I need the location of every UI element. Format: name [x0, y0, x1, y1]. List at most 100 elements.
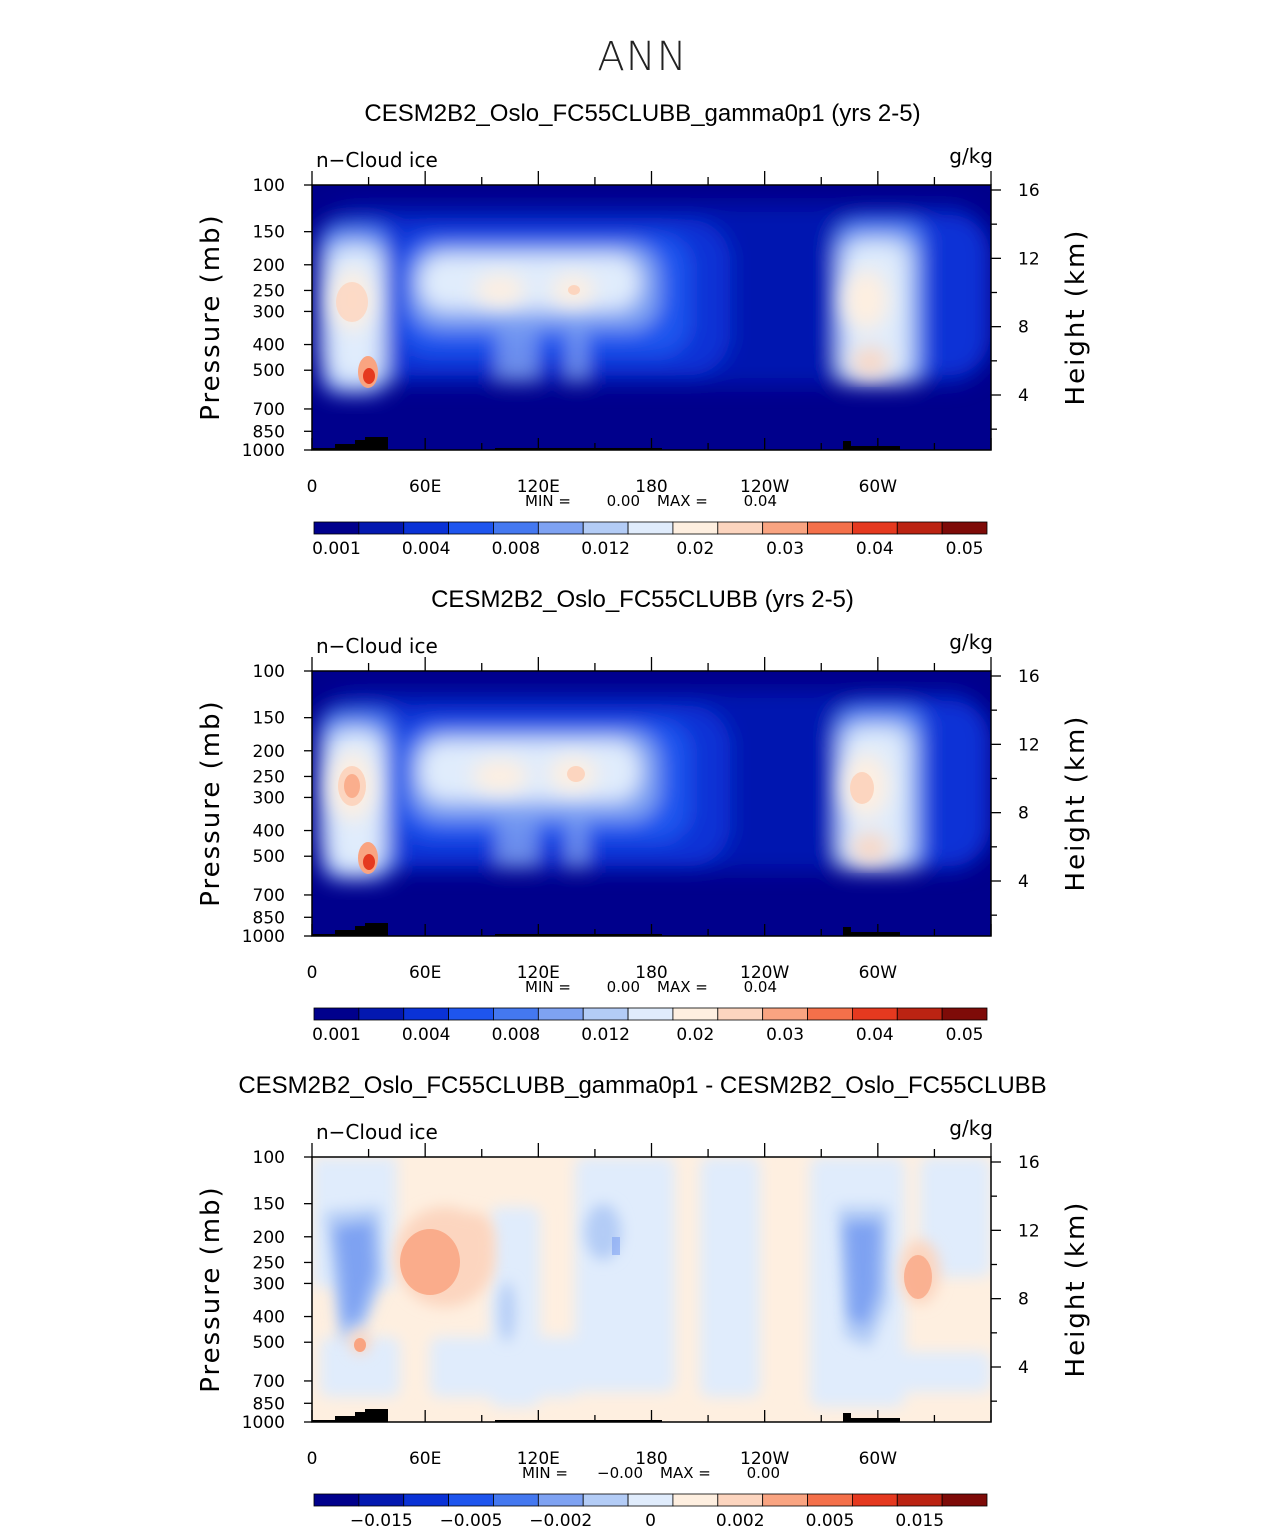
y2-axis-title: Height (km) — [1061, 229, 1091, 406]
x-tick-label: 120W — [740, 477, 789, 497]
max-label: MAX = — [657, 492, 708, 510]
colorbar-swatch — [941, 521, 988, 535]
x-tick-label: 60W — [859, 1449, 898, 1469]
colorbar-swatch — [313, 1493, 360, 1507]
colorbar-label: 0.04 — [856, 539, 894, 559]
colorbar-swatch — [672, 1493, 719, 1507]
colorbar-label: 0.002 — [716, 1511, 765, 1531]
plot-area-field — [312, 671, 991, 936]
colorbar-swatch — [896, 1493, 943, 1507]
y2-tick-label: 4 — [1018, 1358, 1029, 1378]
y-tick-label: 300 — [253, 302, 285, 322]
y-tick-label: 400 — [253, 1308, 285, 1328]
y-tick-label: 300 — [253, 788, 285, 808]
colorbar: −0.015 −0.005 −0.002 0 0.002 0.005 0.015 — [313, 1493, 988, 1531]
y-axis-height: 4 8 12 16 — [991, 667, 1040, 916]
colorbar-label: 0.008 — [492, 1025, 541, 1045]
y-axis-title: Pressure (mb) — [196, 1185, 226, 1392]
y2-tick-label: 16 — [1018, 1153, 1040, 1173]
colorbar: 0.001 0.004 0.008 0.012 0.02 0.03 0.04 0.05 — [312, 1007, 988, 1045]
y2-tick-label: 16 — [1018, 667, 1040, 687]
y-tick-label: 850 — [253, 422, 285, 442]
variable-label: n−Cloud ice — [316, 1120, 438, 1144]
variable-label: n−Cloud ice — [316, 634, 438, 658]
y-axis-height: 4 8 12 16 — [991, 1153, 1040, 1402]
colorbar-label: −0.005 — [440, 1511, 503, 1531]
colorbar-swatch — [403, 1493, 450, 1507]
y-axis-title: Pressure (mb) — [196, 213, 226, 420]
y-tick-label: 850 — [253, 1394, 285, 1414]
colorbar-swatch — [627, 1493, 674, 1507]
y-tick-label: 1000 — [242, 1413, 285, 1433]
y2-tick-label: 8 — [1018, 1290, 1029, 1310]
y-tick-label: 250 — [253, 1253, 285, 1273]
colorbar-label: 0.008 — [492, 539, 541, 559]
colorbar-swatch — [941, 1007, 988, 1021]
x-tick-label: 0 — [307, 963, 318, 983]
x-tick-label: 120W — [740, 963, 789, 983]
colorbar-label: 0.012 — [581, 539, 630, 559]
min-value: 0.00 — [607, 492, 640, 510]
x-axis: 0 60E 120E 180 120W 60W — [307, 171, 992, 497]
y-tick-label: 500 — [253, 361, 285, 381]
min-value: −0.00 — [597, 1464, 643, 1482]
panel-3-title: CESM2B2_Oslo_FC55CLUBB_gamma0p1 - CESM2B… — [238, 1072, 1047, 1099]
colorbar-label: 0.012 — [581, 1025, 630, 1045]
colorbar-swatch — [448, 1493, 494, 1507]
colorbar-swatch — [582, 1493, 629, 1507]
y-tick-label: 250 — [253, 281, 285, 301]
y-tick-label: 700 — [253, 400, 285, 420]
max-label: MAX = — [660, 1464, 711, 1482]
x-tick-label: 120E — [517, 963, 560, 983]
y-tick-label: 1000 — [242, 927, 285, 947]
y-tick-label: 500 — [253, 847, 285, 867]
x-axis: 0 60E 120E 180 120W 60W — [307, 657, 992, 983]
y-tick-label: 200 — [253, 256, 285, 276]
y2-axis-title: Height (km) — [1061, 715, 1091, 892]
y-axis-title: Pressure (mb) — [196, 699, 226, 906]
y2-tick-label: 12 — [1018, 735, 1040, 755]
min-label: MIN = — [525, 492, 571, 510]
plot-area-field — [312, 1157, 991, 1422]
colorbar-label: 0.004 — [402, 1025, 451, 1045]
y2-tick-label: 12 — [1018, 249, 1040, 269]
y-tick-label: 100 — [253, 176, 285, 196]
colorbar-swatch — [537, 1493, 584, 1507]
x-axis: 0 60E 120E 180 120W 60W — [307, 1143, 992, 1469]
y2-tick-label: 8 — [1018, 804, 1029, 824]
y-tick-label: 150 — [253, 223, 285, 243]
max-value: 0.04 — [744, 978, 777, 996]
x-tick-label: 120E — [517, 1449, 560, 1469]
plot-area-field — [312, 185, 991, 450]
y-axis-height: 4 8 12 16 — [991, 181, 1040, 430]
y-tick-label: 150 — [253, 709, 285, 729]
y-tick-label: 700 — [253, 1372, 285, 1392]
colorbar-label: −0.002 — [529, 1511, 592, 1531]
colorbar-swatch — [717, 1493, 764, 1507]
units-label: g/kg — [949, 630, 993, 654]
y-tick-label: 850 — [253, 908, 285, 928]
y2-axis-title: Height (km) — [1061, 1201, 1091, 1378]
colorbar-label: 0 — [645, 1511, 656, 1531]
x-tick-label: 180 — [635, 963, 667, 983]
x-tick-label: 60W — [859, 963, 898, 983]
figure-title: ANN — [597, 34, 688, 80]
y-tick-label: 150 — [253, 1195, 285, 1215]
x-tick-label: 120E — [517, 477, 560, 497]
colorbar-swatch — [852, 1493, 898, 1507]
y-tick-label: 500 — [253, 1333, 285, 1353]
y-tick-label: 250 — [253, 767, 285, 787]
colorbar-swatch — [493, 1493, 539, 1507]
colorbar-label: −0.015 — [350, 1511, 413, 1531]
y-tick-label: 100 — [253, 662, 285, 682]
min-label: MIN = — [522, 1464, 568, 1482]
x-tick-label: 60E — [409, 477, 441, 497]
colorbar-label: 0.05 — [946, 1025, 984, 1045]
y-tick-label: 400 — [253, 336, 285, 356]
x-tick-label: 60W — [859, 477, 898, 497]
panel-2-title: CESM2B2_Oslo_FC55CLUBB (yrs 2-5) — [431, 586, 854, 613]
